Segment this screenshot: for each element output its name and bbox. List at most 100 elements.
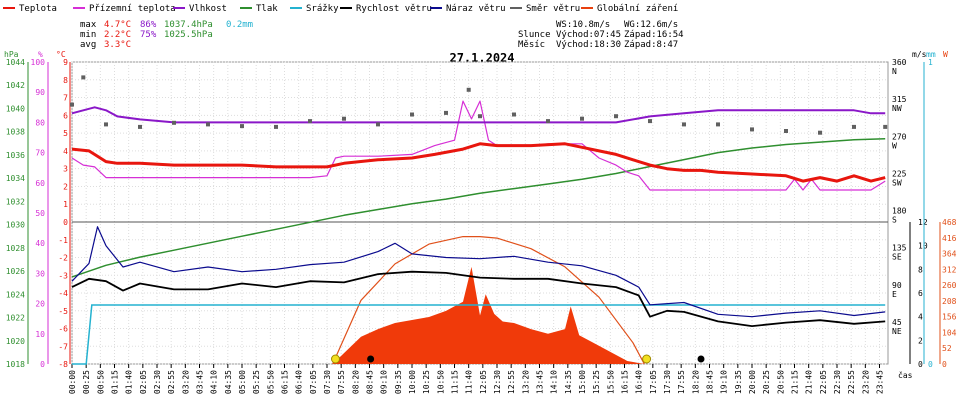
stats-block: max min avg 4.7°C 2.2°C 3.3°C 86% 75% 10… [80,20,253,50]
tick-label-wind: 0 [918,360,923,369]
tick-label-time: 22:30 [833,370,842,394]
sunrise-marker [331,354,340,364]
tick-label-time: 18:20 [691,370,700,394]
info-ws: WS:10.8m/s [556,20,610,30]
tick-label-radiation: 156 [942,313,957,322]
direction-point [546,119,550,124]
direction-point [342,116,346,121]
stats-max-hum: 86% [140,20,157,30]
tick-label-pressure: 1026 [6,267,25,276]
tick-label-time: 22:55 [847,370,856,394]
tick-label-wind: 8 [918,265,923,274]
tick-label-temp: 0 [63,218,68,227]
tick-label-time: 11:15 [451,370,460,394]
tick-label-pressure: 1018 [6,360,25,369]
tick-label-temp: 2 [63,182,68,191]
tick-label-time: 16:40 [635,370,644,394]
tick-label-radiation: 208 [942,297,957,306]
direction-point [614,114,618,119]
tick-label-pressure: 1038 [6,128,25,137]
direction-point [716,122,720,127]
tick-label-humidity: 70 [35,149,45,158]
tick-label-temp: -5 [58,307,68,316]
tick-label-time: 09:10 [380,370,389,394]
tick-label-temp: -7 [58,342,68,351]
tick-label-time: 14:10 [550,370,559,394]
stats-max-temp: 4.7°C [104,20,131,30]
tick-label-time: 19:35 [734,370,743,394]
tick-label-direction: 225 [892,169,907,178]
tick-label-time: 06:15 [281,370,290,394]
tick-label-humidity: 50 [35,209,45,218]
tick-label-direction: 180 [892,207,907,216]
tick-label-time: 19:10 [720,370,729,394]
tick-label-time: 02:30 [153,370,162,394]
axis-label-hpa: hPa [4,50,19,59]
direction-point [682,122,686,127]
tick-label-pressure: 1042 [6,81,25,90]
tick-label-time: 10:25 [422,370,431,394]
legend-label: Tlak [256,4,278,14]
direction-point [70,102,74,107]
legend-label: Náraz větru [446,4,506,14]
direction-point [410,112,414,117]
tick-label-direction: 360 [892,58,907,67]
tick-label-time: 03:45 [196,370,205,394]
tick-label-time: 17:30 [663,370,672,394]
tick-label-time: 05:25 [252,370,261,394]
chart-title: 27.1.2024 [449,51,514,65]
tick-label-temp: -8 [58,360,68,369]
info-block: WS:10.8m/s WG:12.6m/s Slunce Východ:07:4… [518,20,684,50]
stats-avg-temp: 3.3°C [104,40,131,50]
stats-min-temp: 2.2°C [104,30,131,40]
tick-label-direction: E [892,290,897,299]
legend: Teplota Přízemní teplota Vlhkost Tlak Srážky… [3,4,678,14]
direction-point [883,124,888,129]
tick-label-temp: -1 [58,236,68,245]
tick-label-temp: 9 [63,58,68,67]
tick-label-time: 10:00 [408,370,417,394]
series-wind [71,270,886,328]
tick-label-time: 03:20 [181,370,190,394]
tick-label-temp: -2 [58,254,68,263]
stats-rain: 0.2mm [226,20,253,30]
tick-label-direction: NW [892,104,902,113]
tick-label-time: 20:25 [762,370,771,394]
tick-label-pressure: 1022 [6,314,25,323]
tick-label-temp: 5 [63,129,68,138]
series-layer [70,75,888,365]
tick-label-direction: 315 [892,95,907,104]
tick-label-time: 10:50 [436,370,445,394]
tick-label-radiation: 312 [942,265,957,274]
tick-label-radiation: 468 [942,218,957,227]
legend-label: Rychlost větru [356,4,432,14]
tick-label-time: 08:45 [366,370,375,394]
tick-label-pressure: 1020 [6,337,25,346]
direction-point [172,120,176,125]
info-moonset: Západ:8:47 [624,40,678,50]
tick-label-humidity: 40 [35,239,45,248]
stats-max-press: 1037.4hPa [164,20,213,30]
direction-point [274,124,278,129]
stats-max-label: max [80,20,97,30]
direction-point [138,124,142,129]
tick-label-time: 11:40 [465,370,474,394]
direction-point [478,114,482,119]
tick-label-time: 00:00 [68,370,77,394]
tick-label-wind: 12 [918,218,928,227]
tick-label-wind: 10 [918,242,928,251]
tick-label-time: 18:45 [706,370,715,394]
tick-label-time: 04:10 [210,370,219,394]
axis-label-degc: °C [56,50,66,59]
sunset-marker [642,354,652,364]
tick-label-time: 15:50 [606,370,615,394]
tick-label-pressure: 1034 [6,174,25,183]
tick-label-time: 12:30 [493,370,502,394]
direction-point [580,116,584,121]
legend-label: Teplota [19,4,57,14]
stats-min-label: min [80,30,96,40]
direction-point [750,127,754,132]
info-moonrise: Východ:18:30 [556,40,621,50]
tick-label-temp: 4 [63,147,68,156]
